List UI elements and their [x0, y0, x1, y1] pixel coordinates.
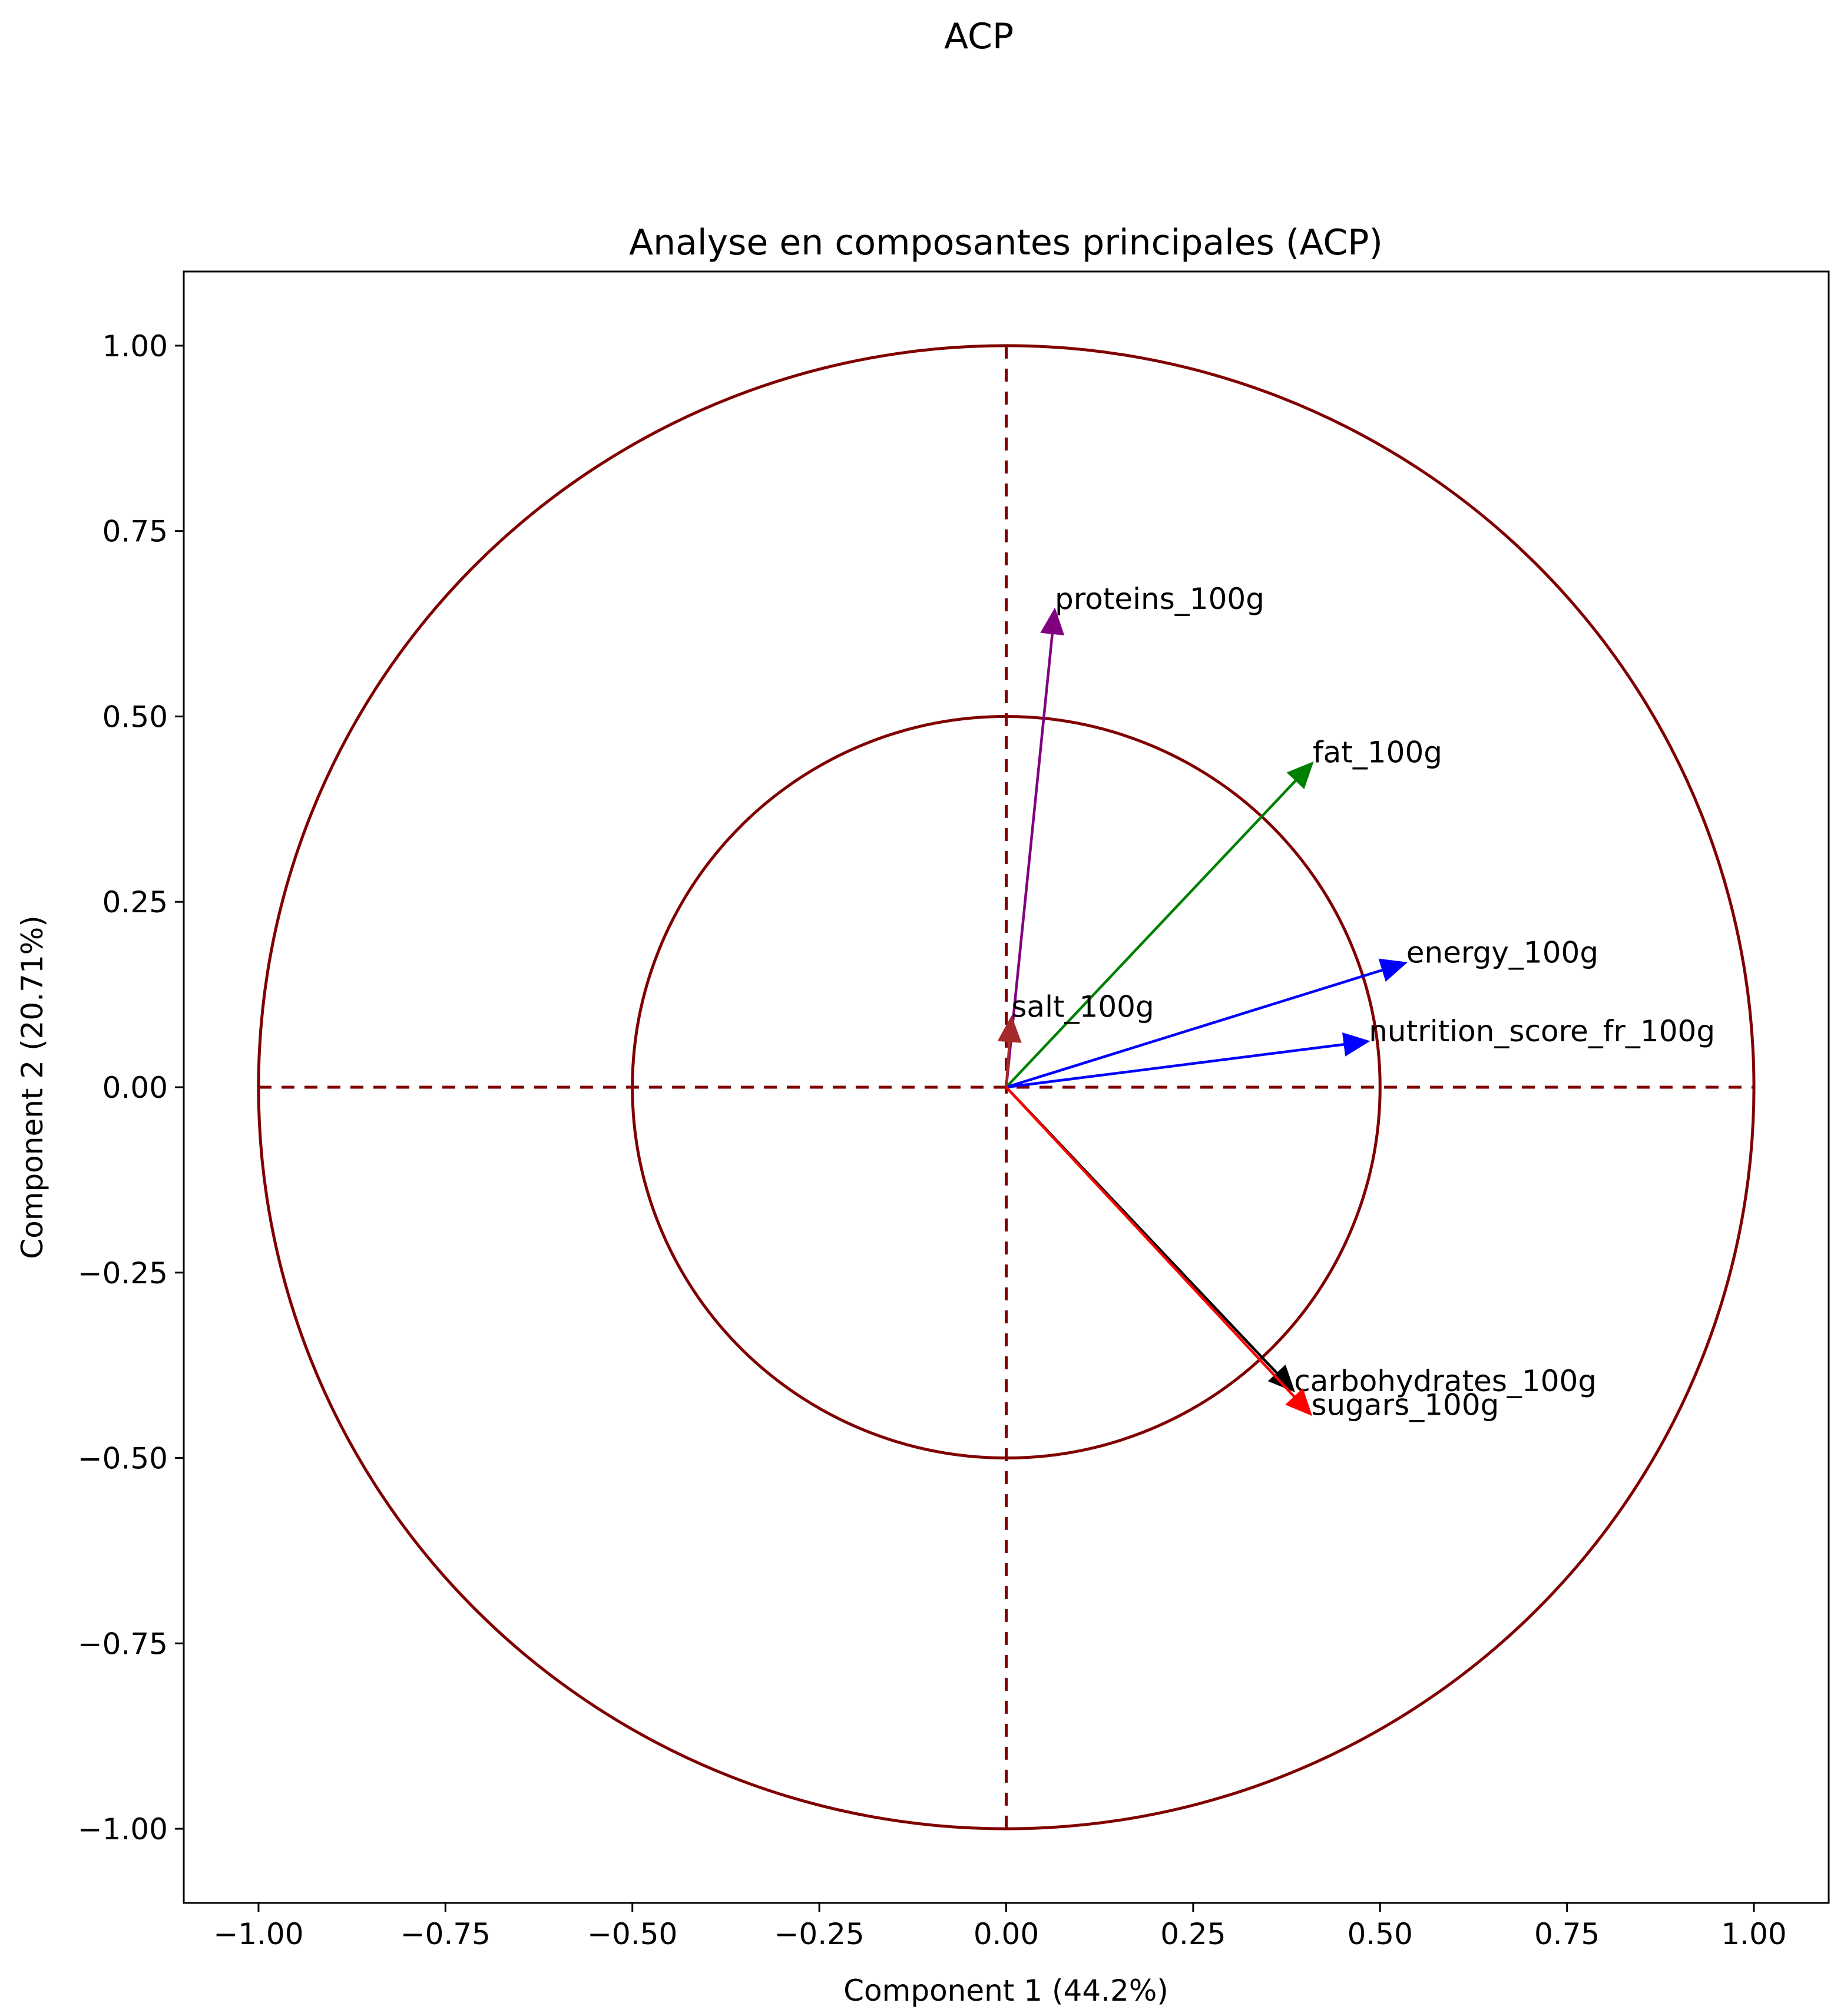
y-tick-label: 0.50 — [102, 700, 168, 734]
vector-line — [1007, 1087, 1295, 1397]
x-tick-label: 0.25 — [1160, 1917, 1226, 1951]
x-axis-label: Component 1 (44.2%) — [843, 1974, 1168, 2008]
vector-label: fat_100g — [1313, 736, 1442, 770]
vector-carbohydrates_100g: carbohydrates_100g — [1007, 1087, 1597, 1398]
vector-label: nutrition_score_fr_100g — [1369, 1014, 1715, 1048]
suptitle: ACP — [944, 16, 1014, 57]
vector-label: proteins_100g — [1055, 582, 1264, 616]
variable-vectors: proteins_100g fat_100g energy_100g nutritio… — [998, 582, 1715, 1422]
vector-label: energy_100g — [1406, 935, 1598, 969]
x-tick-label: −1.00 — [213, 1917, 303, 1951]
y-tick-label: 0.75 — [102, 515, 168, 549]
y-tick-label: 0.25 — [102, 885, 168, 919]
vector-nutrition_score_fr_100g: nutrition_score_fr_100g — [1007, 1014, 1716, 1087]
vector-arrowhead — [1343, 1033, 1369, 1055]
x-tick-label: 0.00 — [974, 1917, 1039, 1951]
vector-line — [1007, 1044, 1345, 1087]
x-tick-label: −0.50 — [587, 1917, 677, 1951]
y-tick-label: 0.00 — [102, 1071, 168, 1105]
x-tick-label: −0.25 — [774, 1917, 864, 1951]
vector-label: salt_100g — [1011, 989, 1154, 1024]
x-tick-label: 1.00 — [1721, 1917, 1786, 1951]
x-ticks: −1.00 −0.75 −0.50 −0.25 0.00 0.25 0.50 0.75 1.00 — [213, 1903, 1786, 1951]
vector-label: sugars_100g — [1311, 1388, 1499, 1422]
y-tick-label: −0.25 — [78, 1256, 168, 1290]
y-axis-label: Component 2 (20.71%) — [15, 915, 49, 1259]
chart-title: Analyse en composantes principales (ACP) — [629, 222, 1383, 263]
x-tick-label: 0.75 — [1534, 1917, 1600, 1951]
vector-arrowhead — [1379, 959, 1406, 981]
x-tick-label: 0.50 — [1348, 1917, 1413, 1951]
y-ticks: −1.00 −0.75 −0.50 −0.25 0.00 0.25 0.50 0.75 1.00 — [78, 329, 184, 1846]
vector-line — [1007, 1041, 1010, 1087]
y-tick-label: 1.00 — [102, 329, 168, 363]
y-tick-label: −0.75 — [78, 1627, 168, 1661]
y-tick-label: −1.00 — [78, 1812, 168, 1846]
y-tick-label: −0.50 — [78, 1442, 168, 1476]
x-tick-label: −0.75 — [400, 1917, 491, 1951]
plot-area: proteins_100g fat_100g energy_100g nutritio… — [259, 346, 1754, 1829]
